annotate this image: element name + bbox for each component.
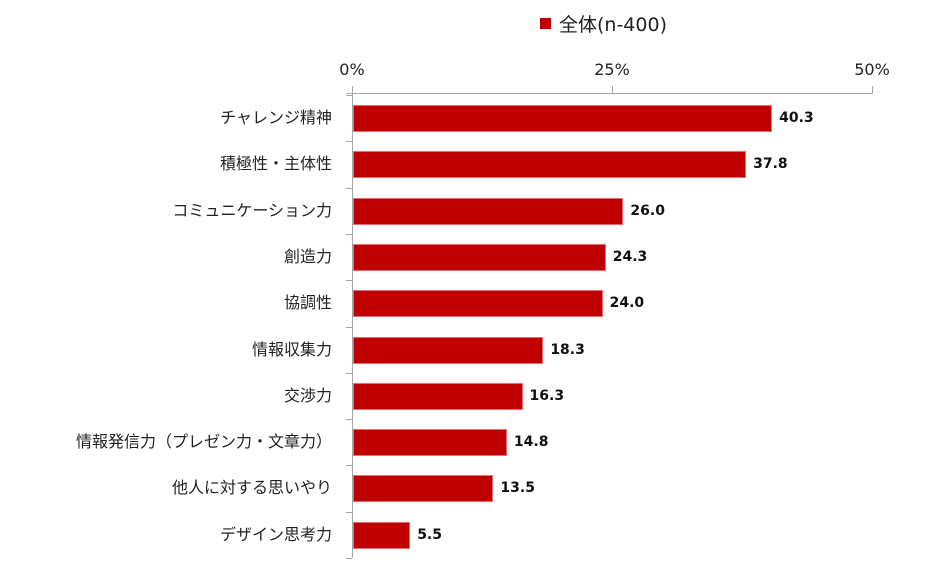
category-label: 情報収集力 — [251, 339, 332, 359]
bar — [353, 290, 603, 318]
bar — [353, 475, 494, 503]
x-axis-line — [346, 93, 873, 94]
y-tick-mark — [346, 141, 352, 143]
value-label: 40.3 — [779, 110, 814, 126]
value-label: 26.0 — [630, 202, 665, 219]
y-tick-mark — [346, 280, 352, 282]
y-tick-mark — [346, 419, 352, 421]
y-tick-mark — [346, 233, 352, 235]
value-label: 18.3 — [550, 341, 585, 358]
value-label: 37.8 — [753, 156, 788, 173]
category-label: 積極性・主体性 — [219, 154, 332, 174]
legend-swatch-icon — [540, 17, 551, 29]
bar — [353, 429, 507, 457]
category-label: 協調性 — [283, 293, 332, 313]
bar-row: 積極性・主体性 37.8 — [0, 141, 940, 187]
bar — [353, 243, 606, 271]
value-label: 16.3 — [529, 387, 565, 404]
y-tick-mark — [346, 95, 352, 96]
y-tick-mark — [346, 187, 352, 189]
value-label: 24.0 — [609, 295, 645, 312]
category-label: 創造力 — [283, 246, 332, 266]
bar — [353, 151, 747, 179]
bar-row: 他人に対する思いやり 13.5 — [0, 465, 940, 511]
category-label: 交渉力 — [283, 385, 332, 405]
x-tick-label: 50% — [854, 60, 890, 79]
y-tick-mark — [346, 465, 352, 467]
bar-row: 情報収集力 18.3 — [0, 327, 940, 373]
bar — [353, 105, 773, 132]
category-label: 他人に対する思いやり — [171, 478, 332, 498]
legend: 全体(n-400) — [540, 10, 667, 36]
value-label: 24.3 — [612, 248, 648, 265]
value-label: 5.5 — [417, 526, 442, 543]
bar-row: 交渉力 16.3 — [0, 373, 940, 419]
category-label: 情報発信力（プレゼン力・文章力） — [75, 432, 332, 452]
x-tick-label: 0% — [339, 60, 365, 79]
x-tick-mark — [612, 86, 613, 93]
bar-row: デザイン思考力 5.5 — [0, 512, 940, 558]
bar-row: 創造力 24.3 — [0, 234, 940, 280]
y-axis-line — [352, 93, 353, 558]
bar-row: 情報発信力（プレゼン力・文章力） 14.8 — [0, 419, 940, 465]
bar — [353, 382, 523, 410]
bar-row: チャレンジ精神 40.3 — [0, 95, 940, 141]
bar — [353, 521, 411, 549]
category-label: デザイン思考力 — [219, 524, 332, 544]
y-tick-mark — [346, 511, 352, 513]
category-label: コミュニケーション力 — [172, 200, 332, 220]
category-label: チャレンジ精神 — [220, 108, 332, 127]
bar-row: 協調性 24.0 — [0, 280, 940, 326]
y-tick-mark — [346, 326, 352, 328]
bar-row: コミュニケーション力 26.0 — [0, 188, 940, 234]
y-tick-mark — [346, 558, 352, 559]
bar — [353, 197, 624, 225]
y-tick-mark — [346, 372, 352, 374]
x-tick-label: 25% — [594, 60, 630, 79]
x-tick-mark — [352, 86, 353, 93]
value-label: 13.5 — [500, 480, 535, 497]
x-tick-mark — [872, 86, 873, 93]
value-label: 14.8 — [513, 434, 549, 451]
legend-label: 全体(n-400) — [559, 13, 667, 36]
bar — [353, 336, 544, 364]
